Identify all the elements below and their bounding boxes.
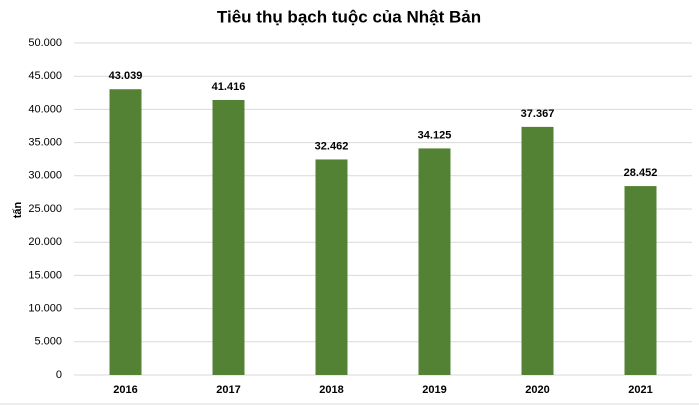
y-tick-label: 30.000 <box>28 170 62 182</box>
data-label: 43.039 <box>109 70 143 82</box>
y-tick-label: 10.000 <box>28 303 62 315</box>
bar <box>212 99 245 376</box>
x-tick-label: 2018 <box>319 384 343 396</box>
y-tick-label: 35.000 <box>28 137 62 149</box>
bar <box>109 89 142 375</box>
x-tick-label: 2021 <box>628 384 652 396</box>
bar <box>521 126 554 375</box>
y-tick-label: 40.000 <box>28 103 62 115</box>
y-tick-label: 5.000 <box>34 336 62 348</box>
x-tick-label: 2017 <box>216 384 240 396</box>
y-axis-label: tấn <box>12 201 24 218</box>
x-tick-label: 2019 <box>422 384 446 396</box>
data-label: 28.452 <box>624 167 658 179</box>
y-tick-label: 45.000 <box>28 70 62 82</box>
y-tick-label: 25.000 <box>28 203 62 215</box>
y-tick-label: 15.000 <box>28 269 62 281</box>
data-label: 41.416 <box>212 81 246 93</box>
bar <box>418 148 451 375</box>
data-label: 32.462 <box>315 140 349 152</box>
data-label: 34.125 <box>418 129 452 141</box>
x-tick-label: 2020 <box>525 384 549 396</box>
chart-title: Tiêu thụ bạch tuộc của Nhật Bản <box>217 7 481 26</box>
y-tick-label: 50.000 <box>28 37 62 49</box>
y-tick-label: 0 <box>56 369 62 381</box>
data-label: 37.367 <box>521 108 555 120</box>
bar <box>624 186 657 375</box>
x-tick-label: 2016 <box>113 384 137 396</box>
y-tick-label: 20.000 <box>28 236 62 248</box>
bar <box>315 159 348 375</box>
